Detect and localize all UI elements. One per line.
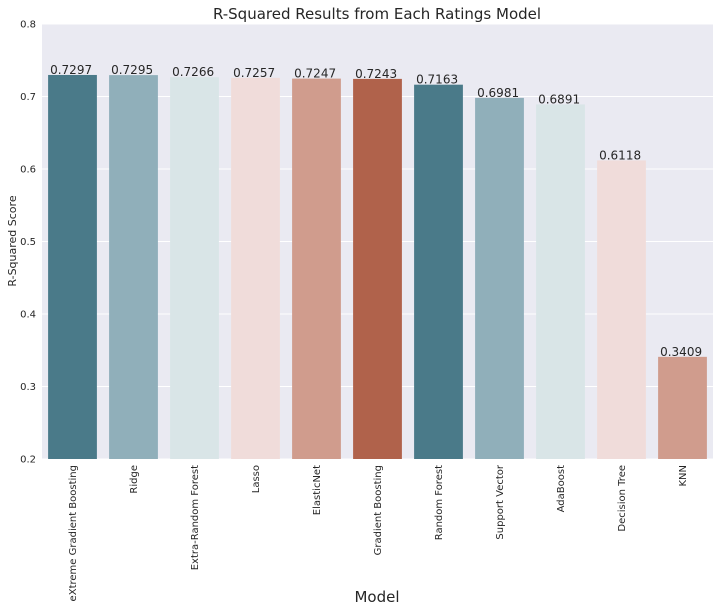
bar: [414, 84, 463, 460]
x-tick-label: Lasso: [251, 465, 262, 493]
y-tick-label: 0.7: [20, 92, 36, 103]
x-tick-label: eXtreme Gradient Boosting: [68, 465, 79, 601]
bar-value-label: 0.6118: [599, 148, 641, 162]
bar-value-label: 0.7243: [355, 67, 397, 81]
y-tick-label: 0.3: [20, 382, 36, 393]
y-tick-label: 0.5: [20, 237, 36, 248]
x-tick-label: Gradient Boosting: [373, 465, 384, 555]
y-tick-label: 0.6: [20, 165, 36, 176]
bar: [658, 356, 707, 459]
bar: [475, 97, 524, 459]
x-axis-ticks: eXtreme Gradient Boosting Ridge Extra-Rand…: [68, 464, 689, 601]
x-tick-label: Random Forest: [434, 465, 445, 540]
bar-value-label: 0.7247: [294, 67, 336, 81]
chart-title: R-Squared Results from Each Ratings Mode…: [213, 5, 541, 23]
y-axis-ticks: 0.2 0.3 0.4 0.5 0.6 0.7 0.8: [20, 20, 36, 466]
x-tick-label: AdaBoost: [556, 465, 567, 512]
bar: [231, 77, 280, 460]
bar-value-label: 0.7266: [172, 65, 214, 79]
y-tick-label: 0.4: [20, 310, 36, 321]
x-tick-label: Decision Tree: [617, 465, 628, 532]
bar: [597, 160, 646, 459]
bar: [353, 78, 402, 459]
bar: [109, 75, 158, 460]
y-tick-label: 0.8: [20, 20, 36, 31]
bar-value-label: 0.6891: [538, 92, 580, 106]
bar: [536, 104, 585, 459]
bar: [292, 78, 341, 459]
bar: [170, 77, 219, 459]
bar-value-label: 0.3409: [660, 345, 702, 359]
x-tick-label: KNN: [678, 465, 689, 487]
bars: [48, 74, 707, 460]
bar-value-label: 0.7295: [111, 63, 153, 77]
x-tick-label: Extra-Random Forest: [190, 465, 201, 570]
x-tick-label: Support Vector: [495, 464, 506, 539]
bar-value-label: 0.7163: [416, 73, 458, 87]
bar-value-label: 0.7297: [50, 63, 92, 77]
bar-value-label: 0.6981: [477, 86, 519, 100]
y-axis-label: R-Squared Score: [6, 195, 19, 286]
x-axis-label: Model: [354, 588, 399, 606]
bar-value-labels: 0.7297 0.7295 0.7266 0.7257 0.7247 0.7243 0.71…: [50, 63, 702, 359]
y-tick-label: 0.2: [20, 455, 36, 466]
x-tick-label: ElasticNet: [312, 465, 323, 515]
x-tick-label: Ridge: [129, 465, 140, 494]
bar: [48, 74, 97, 459]
bar-value-label: 0.7257: [233, 66, 275, 80]
